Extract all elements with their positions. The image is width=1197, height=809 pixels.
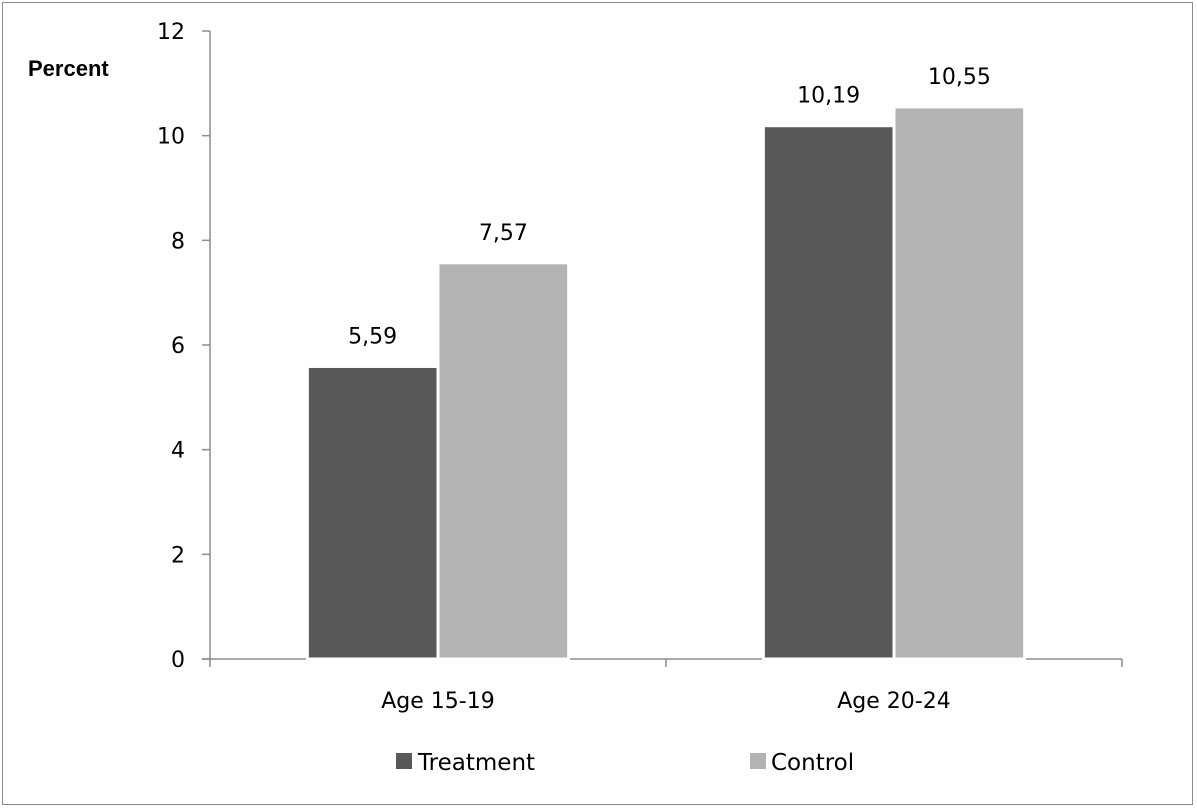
bar (892, 105, 1027, 661)
legend-swatch (750, 753, 766, 769)
y-tick-label: 0 (171, 648, 185, 673)
legend: Treatment Control (396, 750, 854, 776)
legend-label: Control (771, 750, 854, 776)
axes: 0 2 4 6 8 10 12 Age 15-19 Age 20-24 (157, 20, 1123, 714)
legend-label: Treatment (417, 750, 535, 776)
y-axis-label: Percent (28, 56, 109, 81)
bar (305, 364, 440, 661)
x-tick-label: Age 20-24 (837, 689, 950, 714)
y-tick-label: 12 (157, 20, 185, 45)
bars (305, 105, 1027, 661)
bar (436, 261, 571, 661)
y-tick-label: 2 (171, 543, 185, 568)
data-label: 7,57 (479, 221, 528, 246)
data-label: 5,59 (348, 324, 397, 349)
bar (761, 124, 896, 661)
data-labels: 5,59 7,57 10,19 10,55 (348, 65, 991, 350)
y-tick-label: 4 (171, 439, 185, 464)
legend-swatch (396, 753, 412, 769)
data-label: 10,19 (797, 84, 860, 109)
y-tick-label: 10 (157, 125, 185, 150)
y-tick-label: 8 (171, 229, 185, 254)
y-tick-label: 6 (171, 334, 185, 359)
x-tick-label: Age 15-19 (381, 689, 494, 714)
data-label: 10,55 (928, 65, 991, 90)
